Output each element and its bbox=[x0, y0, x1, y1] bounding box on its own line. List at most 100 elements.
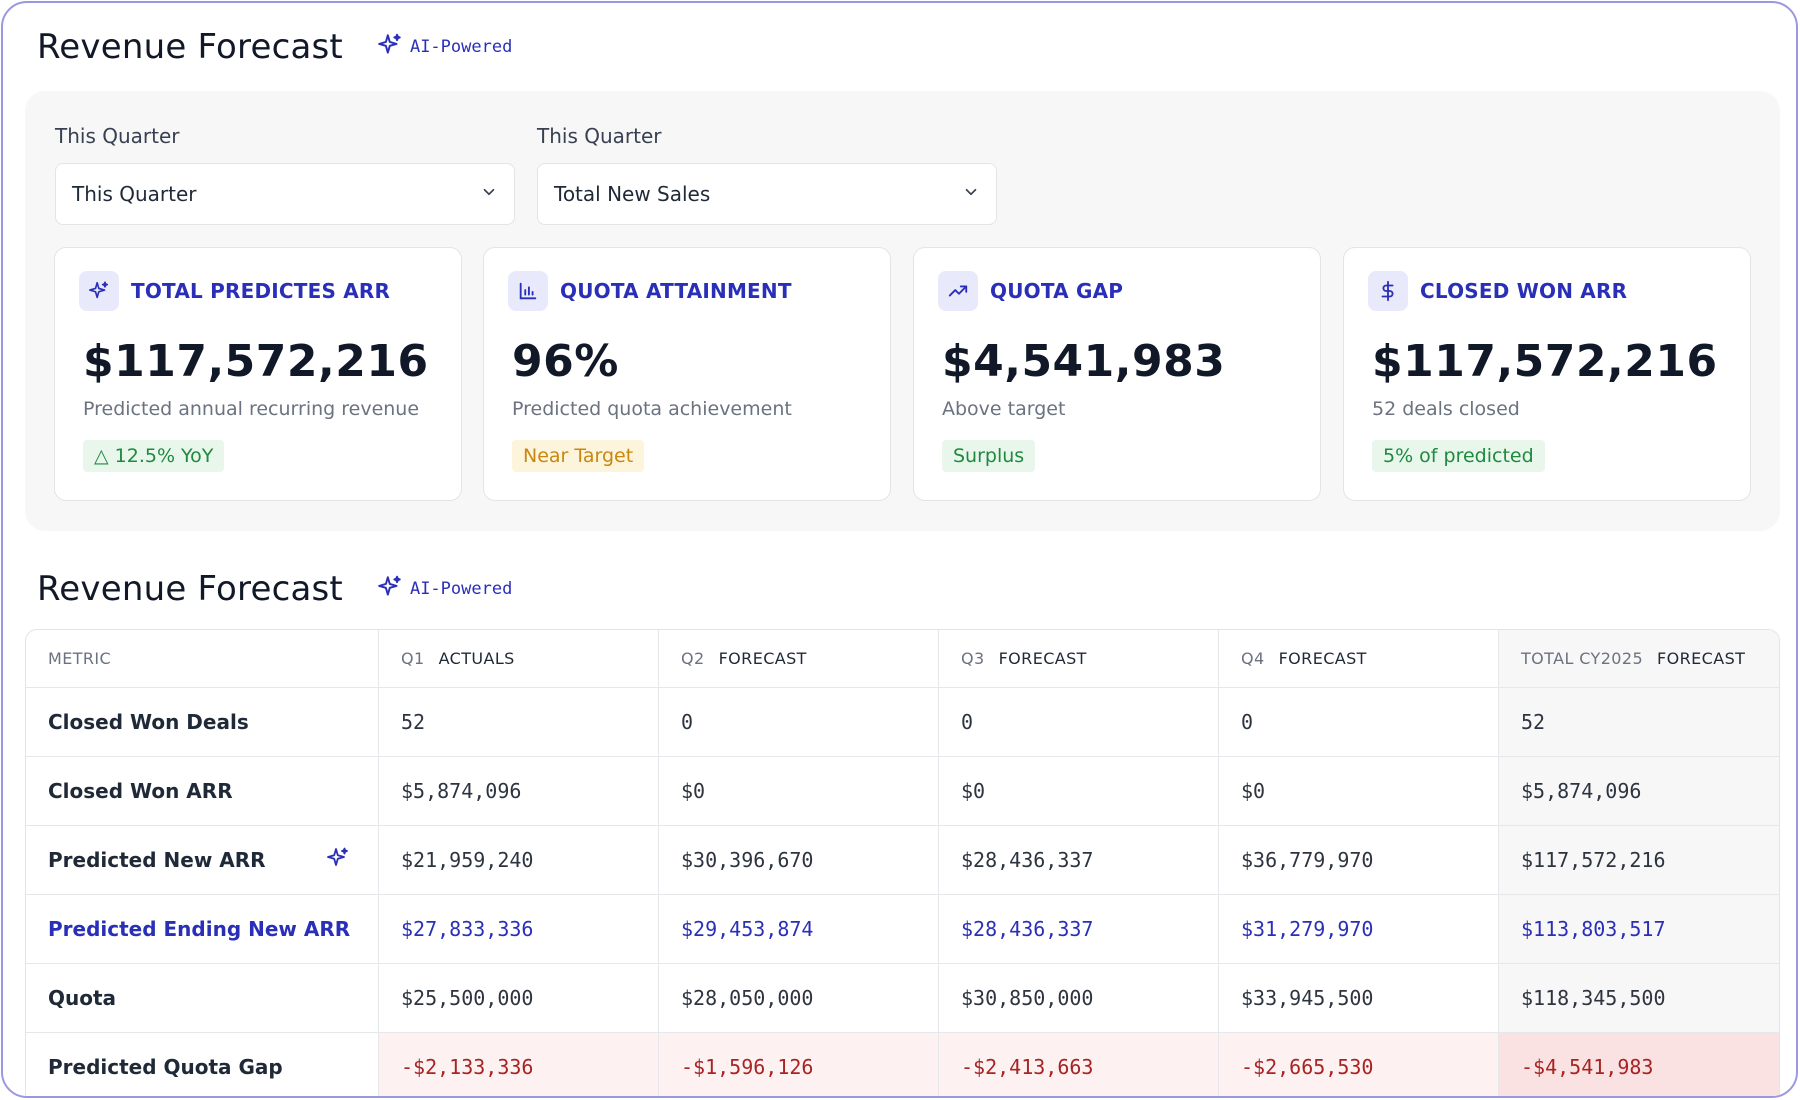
kpi-value: $117,572,216 bbox=[83, 336, 429, 387]
metric-select-value: Total New Sales bbox=[554, 182, 711, 206]
ai-powered-badge: AI-Powered bbox=[377, 32, 512, 62]
table-header-row: METRIC Q1 ACTUALS Q2 FORECAST Q3 FORECAS… bbox=[26, 630, 1779, 688]
dollar-icon bbox=[1368, 271, 1408, 311]
metric-filter: This Quarter Total New Sales bbox=[537, 121, 997, 225]
value-text: 52 bbox=[1521, 710, 1546, 734]
column-header-period: Q4 bbox=[1241, 649, 1265, 668]
value-cell: -$2,665,530 bbox=[1219, 1033, 1499, 1096]
value-text: $0 bbox=[681, 779, 706, 803]
trending-up-icon bbox=[938, 271, 978, 311]
column-header-q2: Q2 FORECAST bbox=[659, 630, 939, 687]
value-text: $27,833,336 bbox=[401, 917, 534, 941]
value-text: 52 bbox=[401, 710, 426, 734]
value-text: 0 bbox=[961, 710, 974, 734]
metric-cell: Closed Won ARR bbox=[26, 757, 379, 825]
value-text: -$1,596,126 bbox=[681, 1055, 814, 1079]
value-text: $0 bbox=[961, 779, 986, 803]
table-row-predicted-quota-gap: Predicted Quota Gap -$2,133,336 -$1,596,… bbox=[26, 1033, 1779, 1096]
page-header: Revenue Forecast AI-Powered bbox=[37, 25, 512, 69]
total-cell: $118,345,500 bbox=[1499, 964, 1779, 1032]
value-cell: $21,959,240 bbox=[379, 826, 659, 894]
value-cell: 0 bbox=[1219, 688, 1499, 756]
column-header-q4: Q4 FORECAST bbox=[1219, 630, 1499, 687]
value-cell: $30,396,670 bbox=[659, 826, 939, 894]
value-cell: $29,453,874 bbox=[659, 895, 939, 963]
table-section-header: Revenue Forecast AI-Powered bbox=[37, 567, 512, 611]
chevron-down-icon bbox=[962, 183, 980, 205]
metric-select[interactable]: Total New Sales bbox=[537, 163, 997, 225]
value-text: 0 bbox=[681, 710, 694, 734]
value-text: $28,436,337 bbox=[961, 848, 1094, 872]
column-header-period: Q2 bbox=[681, 649, 705, 668]
table-row-closed-won-arr: Closed Won ARR $5,874,096 $0 $0 $0 $5,87… bbox=[26, 757, 1779, 826]
value-text: $118,345,500 bbox=[1521, 986, 1666, 1010]
column-header-period: TOTAL CY2025 bbox=[1521, 649, 1644, 668]
value-cell: $28,050,000 bbox=[659, 964, 939, 1032]
value-cell: $30,850,000 bbox=[939, 964, 1219, 1032]
value-text: $33,945,500 bbox=[1241, 986, 1374, 1010]
kpi-value: $117,572,216 bbox=[1372, 336, 1718, 387]
column-header-period: Q1 bbox=[401, 649, 425, 668]
value-text: -$2,665,530 bbox=[1241, 1055, 1374, 1079]
period-select[interactable]: This Quarter bbox=[55, 163, 515, 225]
value-cell: $36,779,970 bbox=[1219, 826, 1499, 894]
value-text: $21,959,240 bbox=[401, 848, 534, 872]
metric-cell: Closed Won Deals bbox=[26, 688, 379, 756]
sparkle-icon bbox=[326, 846, 350, 874]
total-cell: -$4,541,983 bbox=[1499, 1033, 1779, 1096]
value-cell: $28,436,337 bbox=[939, 826, 1219, 894]
value-text: $36,779,970 bbox=[1241, 848, 1374, 872]
kpi-title: CLOSED WON ARR bbox=[1420, 279, 1628, 303]
sparkle-icon bbox=[377, 574, 403, 604]
kpi-description: Above target bbox=[942, 398, 1066, 420]
metric-label: Predicted New ARR bbox=[48, 848, 266, 872]
total-cell: $5,874,096 bbox=[1499, 757, 1779, 825]
kpi-description: Predicted quota achievement bbox=[512, 398, 792, 420]
column-header-q1: Q1 ACTUALS bbox=[379, 630, 659, 687]
table-row-predicted-new-arr: Predicted New ARR $21,959,240 $30,396,67… bbox=[26, 826, 1779, 895]
value-text: 0 bbox=[1241, 710, 1254, 734]
period-select-value: This Quarter bbox=[72, 182, 197, 206]
value-text: $31,279,970 bbox=[1241, 917, 1374, 941]
kpi-trend-pill: △ 12.5% YoY bbox=[83, 440, 225, 472]
value-text: $30,396,670 bbox=[681, 848, 814, 872]
table-row-closed-won-deals: Closed Won Deals 52 0 0 0 52 bbox=[26, 688, 1779, 757]
metric-cell: Quota bbox=[26, 964, 379, 1032]
table-row-predicted-ending-new-arr: Predicted Ending New ARR $27,833,336 $29… bbox=[26, 895, 1779, 964]
value-text: $25,500,000 bbox=[401, 986, 534, 1010]
period-filter-label: This Quarter bbox=[55, 124, 180, 148]
total-cell: 52 bbox=[1499, 688, 1779, 756]
metric-cell: Predicted Quota Gap bbox=[26, 1033, 379, 1096]
total-cell: $113,803,517 bbox=[1499, 895, 1779, 963]
period-filter: This Quarter This Quarter bbox=[55, 121, 515, 225]
kpi-value: $4,541,983 bbox=[942, 336, 1226, 387]
sparkle-icon bbox=[377, 32, 403, 62]
metric-cell: Predicted Ending New ARR bbox=[26, 895, 379, 963]
metric-label: Predicted Ending New ARR bbox=[48, 917, 351, 941]
table-row-quota: Quota $25,500,000 $28,050,000 $30,850,00… bbox=[26, 964, 1779, 1033]
sparkle-icon bbox=[79, 271, 119, 311]
column-header-type: FORECAST bbox=[998, 649, 1087, 668]
value-text: $29,453,874 bbox=[681, 917, 814, 941]
value-cell: $5,874,096 bbox=[379, 757, 659, 825]
kpi-card-quota-gap: QUOTA GAP $4,541,983 Above target Surplu… bbox=[913, 247, 1321, 501]
ai-powered-badge: AI-Powered bbox=[377, 574, 512, 604]
value-cell: $27,833,336 bbox=[379, 895, 659, 963]
value-text: -$2,133,336 bbox=[401, 1055, 534, 1079]
kpi-description: 52 deals closed bbox=[1372, 398, 1520, 420]
kpi-title: QUOTA GAP bbox=[990, 279, 1124, 303]
metric-label: Predicted Quota Gap bbox=[48, 1055, 283, 1079]
column-header-period: Q3 bbox=[961, 649, 985, 668]
value-cell: $25,500,000 bbox=[379, 964, 659, 1032]
value-cell: $31,279,970 bbox=[1219, 895, 1499, 963]
column-header-type: ACTUALS bbox=[438, 649, 515, 668]
kpi-status-pill: 5% of predicted bbox=[1372, 440, 1545, 472]
kpi-card-quota-attainment: QUOTA ATTAINMENT 96% Predicted quota ach… bbox=[483, 247, 891, 501]
table-section-title: Revenue Forecast bbox=[37, 569, 343, 609]
value-cell: $33,945,500 bbox=[1219, 964, 1499, 1032]
summary-panel: This Quarter This Quarter This Quarter T… bbox=[25, 91, 1780, 531]
value-text: $30,850,000 bbox=[961, 986, 1094, 1010]
value-text: $113,803,517 bbox=[1521, 917, 1666, 941]
value-cell: 0 bbox=[939, 688, 1219, 756]
column-header-type: FORECAST bbox=[1657, 649, 1746, 668]
